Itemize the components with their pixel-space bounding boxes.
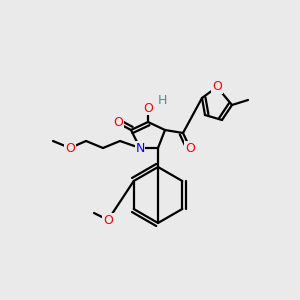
Text: H: H: [158, 94, 167, 106]
Text: O: O: [143, 101, 153, 115]
Text: O: O: [185, 142, 195, 154]
Text: O: O: [65, 142, 75, 154]
Text: O: O: [113, 116, 123, 130]
Text: N: N: [135, 142, 145, 154]
Text: O: O: [103, 214, 113, 226]
Text: O: O: [212, 80, 222, 94]
